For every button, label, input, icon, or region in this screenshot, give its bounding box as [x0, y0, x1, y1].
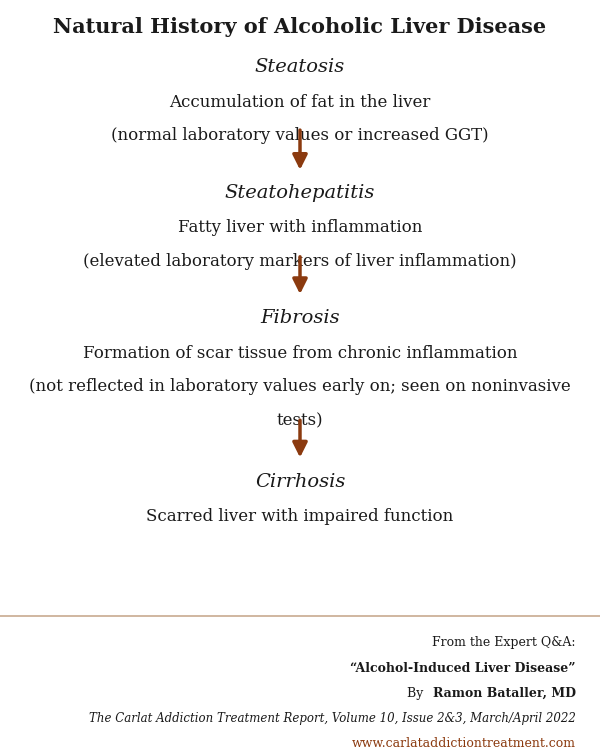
Text: Scarred liver with impaired function: Scarred liver with impaired function [146, 508, 454, 525]
Text: Natural History of Alcoholic Liver Disease: Natural History of Alcoholic Liver Disea… [53, 17, 547, 37]
Text: (elevated laboratory markers of liver inflammation): (elevated laboratory markers of liver in… [83, 253, 517, 270]
Text: By ​Ramon Bataller, MD: By ​Ramon Bataller, MD [427, 687, 576, 700]
FancyBboxPatch shape [180, 680, 576, 701]
Text: The Carlat Addiction Treatment Report, Volume 10, Issue 2&3, March/April 2022: The Carlat Addiction Treatment Report, V… [89, 712, 576, 725]
Text: Cirrhosis: Cirrhosis [255, 472, 345, 490]
Text: Steatohepatitis: Steatohepatitis [225, 183, 375, 201]
Text: By: By [407, 687, 427, 700]
Text: www.carlataddictiontreatment.com: www.carlataddictiontreatment.com [352, 737, 576, 750]
Text: Steatosis: Steatosis [255, 58, 345, 76]
Text: From the Expert Q&A:: From the Expert Q&A: [433, 635, 576, 649]
Text: (normal laboratory values or increased GGT): (normal laboratory values or increased G… [111, 128, 489, 144]
Text: Ramon Bataller, MD: Ramon Bataller, MD [433, 687, 576, 700]
Text: tests): tests) [277, 412, 323, 429]
Text: Accumulation of fat in the liver: Accumulation of fat in the liver [169, 94, 431, 110]
Text: “Alcohol-Induced Liver Disease”: “Alcohol-Induced Liver Disease” [350, 662, 576, 675]
Text: (not reflected in laboratory values early on; seen on noninvasive: (not reflected in laboratory values earl… [29, 379, 571, 395]
Text: Formation of scar tissue from chronic inflammation: Formation of scar tissue from chronic in… [83, 345, 517, 361]
Text: Fibrosis: Fibrosis [260, 309, 340, 327]
Text: Fatty liver with inflammation: Fatty liver with inflammation [178, 219, 422, 236]
